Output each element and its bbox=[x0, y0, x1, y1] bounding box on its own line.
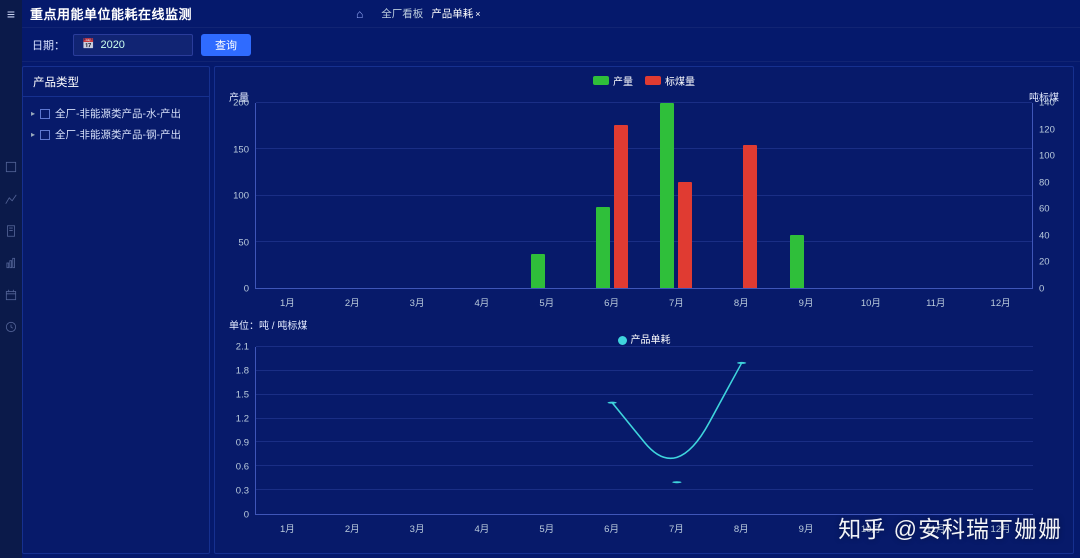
bar-y-left-ticks: 050100150200 bbox=[225, 103, 253, 289]
rail-icon-6[interactable] bbox=[4, 320, 18, 334]
line-marker[interactable] bbox=[607, 402, 616, 404]
line-legend-dot bbox=[618, 336, 627, 345]
line-chart-legend: 产品单耗 bbox=[225, 331, 1063, 346]
line-marker[interactable] bbox=[672, 481, 681, 483]
rail-icon-1[interactable] bbox=[4, 160, 18, 174]
tab-1[interactable]: 产品单耗× bbox=[427, 6, 484, 22]
sidebar: 产品类型 ▸ 全厂-非能源类产品-水-产出 ▸ 全厂-非能源类产品-钢-产出 bbox=[22, 66, 210, 554]
left-rail: ≡ bbox=[0, 0, 22, 558]
bar-chart-legend: 产量标煤量 bbox=[225, 73, 1063, 88]
bar[interactable] bbox=[678, 182, 692, 288]
rail-icon-2[interactable] bbox=[4, 192, 18, 206]
app-title: 重点用能单位能耗在线监测 bbox=[30, 4, 192, 23]
tree-item-0[interactable]: ▸ 全厂-非能源类产品-水-产出 bbox=[31, 103, 201, 124]
bar[interactable] bbox=[660, 103, 674, 288]
date-label: 日期： bbox=[32, 37, 65, 53]
bar[interactable] bbox=[596, 207, 610, 288]
bar-plot-area bbox=[255, 103, 1033, 289]
legend-item[interactable]: 标煤量 bbox=[645, 73, 695, 88]
sidebar-title: 产品类型 bbox=[23, 67, 209, 97]
home-icon[interactable]: ⌂ bbox=[356, 7, 363, 21]
bar[interactable] bbox=[743, 145, 757, 288]
tab-close-icon[interactable]: × bbox=[475, 9, 480, 19]
caret-icon: ▸ bbox=[31, 130, 35, 139]
bar-y-right-ticks: 020406080100120140 bbox=[1035, 103, 1063, 289]
line-plot-area bbox=[255, 347, 1033, 515]
product-tree: ▸ 全厂-非能源类产品-水-产出 ▸ 全厂-非能源类产品-钢-产出 bbox=[23, 97, 209, 151]
line-y-ticks: 00.30.60.91.21.51.82.1 bbox=[225, 347, 253, 515]
top-bar: 重点用能单位能耗在线监测 ⌂ 全厂看板产品单耗× bbox=[22, 0, 1080, 28]
bar[interactable] bbox=[614, 125, 628, 288]
line-series bbox=[612, 363, 742, 458]
line-unit-title: 单位：吨 / 吨标煤 bbox=[229, 317, 307, 332]
caret-icon: ▸ bbox=[31, 109, 35, 118]
rail-icon-4[interactable] bbox=[4, 256, 18, 270]
rail-icon-3[interactable] bbox=[4, 224, 18, 238]
date-input[interactable]: 📅 2020 bbox=[73, 34, 193, 56]
tree-item-label: 全厂-非能源类产品-钢-产出 bbox=[55, 127, 181, 142]
date-value: 2020 bbox=[100, 39, 124, 51]
filter-bar: 日期： 📅 2020 查询 bbox=[22, 28, 1080, 62]
line-x-ticks: 1月2月3月4月5月6月7月8月9月10月11月12月 bbox=[255, 519, 1033, 537]
bar-chart: 产量标煤量 产量 吨标煤 050100150200 02040608010012… bbox=[225, 73, 1063, 311]
tree-item-1[interactable]: ▸ 全厂-非能源类产品-钢-产出 bbox=[31, 124, 201, 145]
line-legend-label: 产品单耗 bbox=[631, 335, 671, 346]
bar[interactable] bbox=[531, 254, 545, 288]
hamburger-icon[interactable]: ≡ bbox=[7, 6, 15, 22]
bar[interactable] bbox=[790, 235, 804, 288]
line-marker[interactable] bbox=[737, 362, 746, 364]
bar-x-ticks: 1月2月3月4月5月6月7月8月9月10月11月12月 bbox=[255, 293, 1033, 311]
query-button[interactable]: 查询 bbox=[201, 34, 251, 56]
main-panel: 产量标煤量 产量 吨标煤 050100150200 02040608010012… bbox=[214, 66, 1074, 554]
legend-item[interactable]: 产量 bbox=[593, 73, 633, 88]
rail-icon-5[interactable] bbox=[4, 288, 18, 302]
tree-item-label: 全厂-非能源类产品-水-产出 bbox=[55, 106, 181, 121]
tab-0[interactable]: 全厂看板 bbox=[377, 6, 427, 22]
line-chart: 单位：吨 / 吨标煤 产品单耗 00.30.60.91.21.51.82.1 1… bbox=[225, 317, 1063, 537]
calendar-icon: 📅 bbox=[82, 39, 94, 50]
checkbox[interactable] bbox=[40, 130, 50, 140]
checkbox[interactable] bbox=[40, 109, 50, 119]
